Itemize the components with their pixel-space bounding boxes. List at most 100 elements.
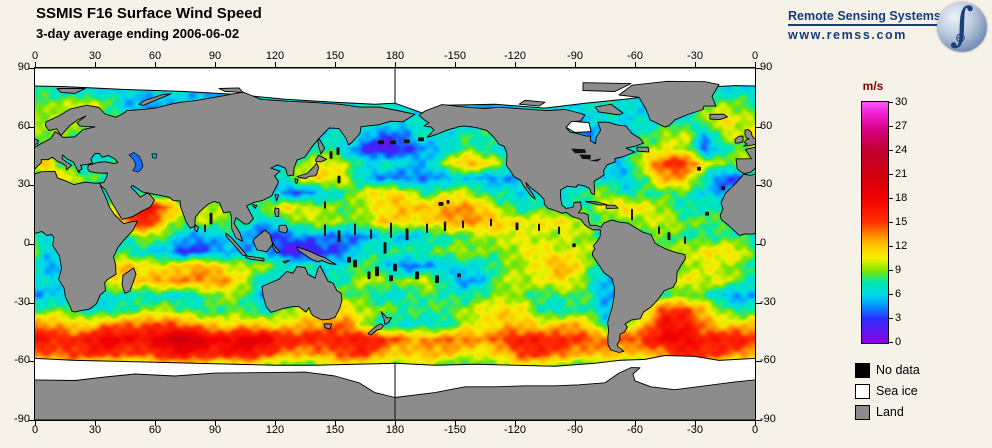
colorbar-tick-label: 21 [895,168,908,180]
caspian-sea [128,152,144,173]
no-data-mark [375,266,379,277]
lon-tick-label: -90 [567,50,583,62]
lon-tick-label: 120 [265,424,285,436]
lon-tick-mark [335,421,336,426]
no-data-mark [354,223,356,236]
no-data-mark [393,263,397,272]
land-sulawesi [272,242,281,254]
lon-tick-label: 150 [325,50,345,62]
lon-tick-label: 30 [88,50,102,62]
land-nz-north [380,311,393,326]
land-luzon [274,207,280,218]
circle-plus-icon: ⊕ [955,30,966,45]
colorbar-tick-label: 6 [895,288,902,300]
no-data-mark [438,202,444,206]
lake-michigan-huron [579,154,591,160]
no-data-mark [705,211,709,216]
lon-tick-label: 90 [208,50,222,62]
integral-icon: ∫ [950,0,974,51]
lon-tick-mark [155,62,156,67]
lat-tick-mark [756,244,762,245]
lake-superior [571,148,586,154]
land-eurasia [35,91,755,242]
lon-tick-label: -150 [443,50,467,62]
no-data-mark [370,229,372,240]
no-data-mark [418,137,424,142]
lat-tick-label: -60 [14,354,30,367]
land-americas [418,104,686,353]
lat-tick-label: -30 [14,295,30,308]
no-data-mark [697,166,701,171]
land-hispaniola [605,204,619,209]
lat-tick-mark [756,420,762,421]
lon-tick-mark [155,421,156,426]
colorbar-tick-mark [888,342,893,343]
lat-tick-label: 60 [17,119,30,132]
no-data-mark [490,218,492,227]
no-data-mark [415,271,419,280]
no-data-mark [631,208,633,221]
colorbar-tick-label: 15 [895,216,908,228]
land-ellesmere [582,82,632,92]
lon-tick-mark [695,62,696,67]
land-severnaya-zemlya [218,87,244,93]
lon-tick-label: 180 [385,424,405,436]
lat-tick-mark [29,244,35,245]
land-greenland [618,80,720,128]
no-data-mark [353,259,357,268]
no-data-mark [390,140,396,145]
globe-logo-icon: ∫ ⊕ [937,0,987,52]
legend-swatch [855,363,870,378]
lat-tick-mark [29,361,35,363]
lon-tick-mark [35,62,36,67]
lon-tick-mark [695,421,696,426]
lat-tick-mark [29,420,35,421]
no-data-mark [347,256,351,263]
lon-tick-label: 30 [88,424,102,436]
land-ireland [734,135,744,144]
land-tasmania [323,323,333,330]
colorbar-tick-label: 0 [895,336,902,348]
lon-tick-mark [275,62,276,67]
lat-tick-label: 90 [760,61,773,73]
lat-tick-label: 0 [23,237,30,249]
legend-label: Sea ice [876,384,918,398]
lon-tick-mark [755,62,756,67]
colorbar-tick-label: 18 [895,192,908,204]
lon-tick-mark [635,62,636,67]
lon-tick-label: 90 [208,424,222,436]
no-data-mark [443,221,447,232]
lon-tick-mark [95,62,96,67]
land-nz-south [367,323,384,336]
land-timor [282,259,291,264]
lon-tick-label: -60 [627,50,643,62]
lat-tick-label: -30 [760,295,776,308]
lat-tick-mark [756,302,762,304]
lat-tick-mark [756,361,762,363]
land-africa [35,170,755,313]
colorbar-tick-mark [888,126,893,127]
page-title: SSMIS F16 Surface Wind Speed [36,5,262,22]
legend-label: Land [876,405,904,419]
lat-tick-label: -90 [14,413,30,425]
no-data-mark [404,139,410,144]
no-data-mark [378,140,384,145]
land-svalbard [56,88,86,94]
no-data-mark [209,212,213,225]
coastline-overlay [35,68,755,420]
no-data-mark [324,224,326,237]
no-data-mark [572,243,576,248]
no-data-mark [667,232,671,241]
world-map [34,67,756,421]
legend-swatch [855,384,870,399]
no-data-mark [383,242,387,254]
land-borneo [252,229,274,253]
no-data-mark [337,230,341,242]
colorbar-tick-label: 30 [895,96,908,108]
land-sumatra [225,232,248,256]
lon-tick-label: -120 [503,424,527,436]
colorbar-tick-label: 3 [895,312,902,324]
colorbar-unit: m/s [862,79,884,93]
land-honshu [296,162,320,179]
lat-tick-mark [756,68,762,69]
